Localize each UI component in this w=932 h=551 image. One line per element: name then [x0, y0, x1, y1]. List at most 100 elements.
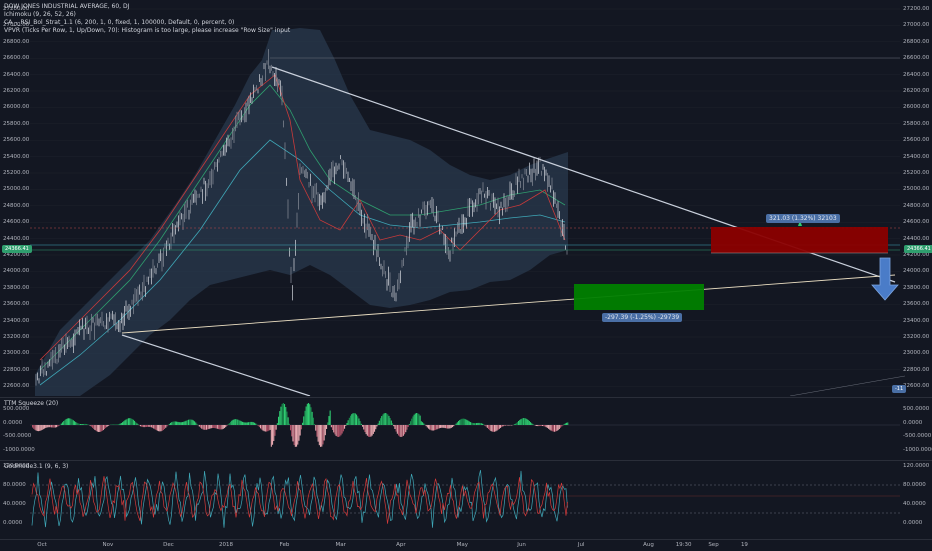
ttm-bar: [345, 425, 346, 426]
ttm-bar: [333, 425, 334, 432]
ttm-bar: [397, 425, 398, 434]
ttm-bar: [279, 411, 280, 425]
price-axis-left-tick: 23200.00: [3, 334, 29, 340]
ttm-bar: [560, 425, 561, 428]
ttm-bar: [314, 424, 315, 425]
short-target-label: -297.39 (-1.25%) -29739: [602, 313, 682, 322]
ttm-bar: [42, 425, 43, 430]
ttm-bar: [501, 425, 502, 427]
ttm-axis-right-tick: 500.0000: [903, 406, 929, 412]
ttm-bar: [181, 422, 182, 425]
price-axis-right-tick: 26000.00: [903, 104, 929, 110]
ttm-bar: [286, 412, 287, 425]
legend-rsi-strategy[interactable]: CA_-_RSI_Bol_Strat_1.1 (6, 200, 1, 0, fi…: [4, 19, 290, 27]
ttm-bar: [558, 425, 559, 430]
time-axis-tick: Sep: [708, 542, 718, 548]
ttm-bar: [104, 425, 105, 429]
ttm-bar: [58, 425, 59, 426]
ttm-bar: [142, 425, 143, 427]
ttm-axis-right-tick: -500.0000: [903, 433, 931, 439]
price-axis-left-tick: 25400.00: [3, 154, 29, 160]
ttm-bar: [303, 416, 304, 425]
ttm-bar: [363, 425, 364, 429]
ttm-bar: [422, 422, 423, 425]
ttm-bar: [325, 425, 326, 435]
ttm-bar: [447, 425, 448, 429]
price-axis-left-tick: 26600.00: [3, 55, 29, 61]
godmode-canvas[interactable]: [0, 461, 932, 539]
ttm-bar: [343, 425, 344, 431]
ttm-bar: [246, 422, 247, 425]
ttm-bar: [565, 423, 566, 425]
ttm-bar: [33, 425, 34, 429]
ttm-bar: [384, 413, 385, 425]
ttm-bar: [247, 422, 248, 425]
ttm-bar: [396, 425, 397, 432]
ttm-bar: [482, 424, 483, 425]
ttm-bar: [400, 425, 401, 437]
ttm-bar: [410, 421, 411, 425]
price-chart-canvas[interactable]: [0, 0, 932, 396]
godmode-title[interactable]: Godmode3.1 (9, 6, 3): [4, 463, 68, 471]
ttm-bar: [492, 425, 493, 432]
ttm-bar: [214, 425, 215, 428]
ttm-bar: [405, 425, 406, 432]
ttm-bar: [150, 425, 151, 427]
ttm-title[interactable]: TTM Squeeze (20): [4, 400, 58, 408]
legend-ichimoku[interactable]: Ichimoku (9, 26, 52, 26): [4, 11, 290, 19]
ttm-bar: [505, 425, 506, 426]
ttm-bar: [171, 422, 172, 425]
ttm-bar: [152, 425, 153, 428]
ttm-bar: [440, 425, 441, 428]
ttm-bar: [529, 421, 530, 425]
ttm-bar: [140, 425, 141, 426]
ttm-bar: [86, 424, 87, 425]
price-pane[interactable]: DOW JONES INDUSTRIAL AVERAGE, 60, DJ Ich…: [0, 0, 932, 396]
ttm-bar: [366, 425, 367, 434]
ttm-bar: [537, 425, 538, 426]
ttm-bar: [132, 419, 133, 425]
ttm-bar: [421, 421, 422, 425]
ttm-bar: [415, 414, 416, 425]
ttm-bar: [270, 425, 271, 430]
ttm-bar: [532, 424, 533, 425]
ttm-bar: [414, 415, 415, 425]
ttm-bar: [306, 406, 307, 425]
ttm-bar: [514, 424, 515, 425]
ttm-squeeze-canvas[interactable]: [0, 398, 932, 460]
ttm-bar: [99, 425, 100, 432]
price-axis-right-tick: 26800.00: [903, 39, 929, 45]
ttm-bar: [271, 425, 272, 447]
ttm-bar: [541, 425, 542, 426]
price-axis-right-tick: 26200.00: [903, 88, 929, 94]
legend-vpvr[interactable]: VPVR (Ticks Per Row, 1, Up/Down, 70): Hi…: [4, 27, 290, 35]
ttm-bar: [91, 425, 92, 427]
ttm-bar: [417, 413, 418, 425]
price-axis-left-tick: 24000.00: [3, 268, 29, 274]
ttm-bar: [117, 424, 118, 425]
ttm-bar: [267, 425, 268, 431]
ttm-bar: [151, 425, 152, 427]
ttm-bar: [475, 423, 476, 425]
ttm-bar: [90, 425, 91, 426]
ttm-bar: [448, 425, 449, 429]
ttm-bar: [550, 425, 551, 431]
ttm-bar: [277, 423, 278, 425]
ttm-bar: [490, 425, 491, 431]
legend-symbol[interactable]: DOW JONES INDUSTRIAL AVERAGE, 60, DJ: [4, 3, 290, 11]
ttm-bar: [100, 425, 101, 432]
ttm-bar: [188, 420, 189, 425]
ttm-bar: [195, 422, 196, 425]
ttm-bar: [480, 423, 481, 425]
ttm-bar: [404, 425, 405, 434]
ttm-bar: [124, 420, 125, 425]
ttm-bar: [508, 425, 509, 426]
ttm-bar: [160, 425, 161, 431]
ttm-bar: [540, 425, 541, 426]
ttm-bar: [216, 425, 217, 428]
ttm-bar: [80, 424, 81, 425]
ttm-bar: [93, 425, 94, 429]
